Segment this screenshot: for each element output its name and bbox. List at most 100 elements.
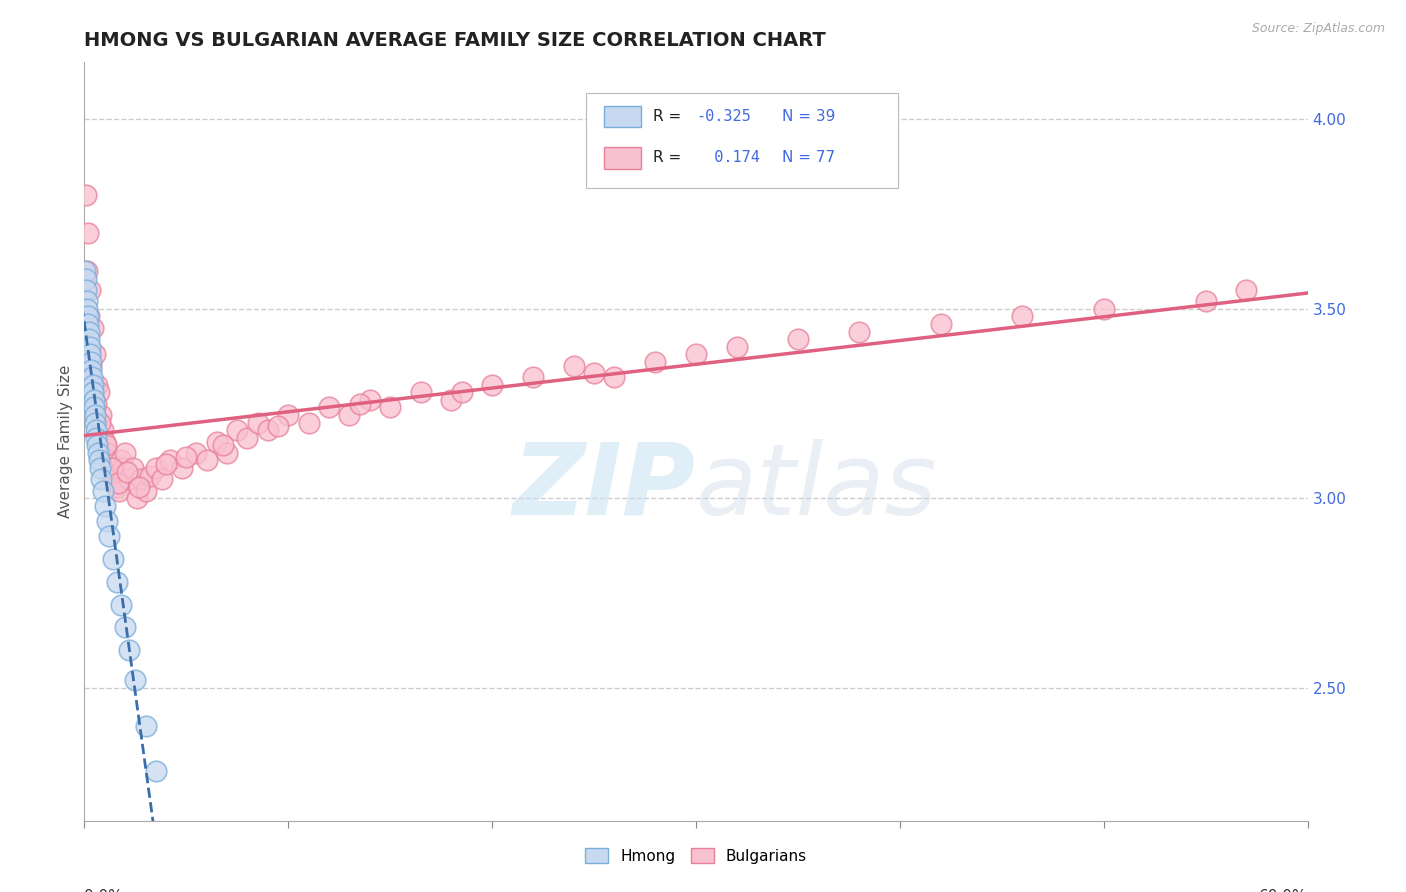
Point bbox=[96, 446, 118, 460]
Point bbox=[205, 434, 228, 449]
Point bbox=[93, 499, 115, 513]
Text: ZIP: ZIP bbox=[513, 439, 696, 535]
Point bbox=[101, 468, 124, 483]
Point bbox=[77, 317, 100, 331]
Point bbox=[86, 438, 108, 452]
Point bbox=[76, 294, 98, 309]
FancyBboxPatch shape bbox=[586, 93, 898, 187]
Point bbox=[138, 468, 160, 483]
Point bbox=[257, 423, 280, 437]
Point bbox=[155, 457, 177, 471]
Point bbox=[89, 461, 111, 475]
Point bbox=[77, 325, 100, 339]
Point bbox=[212, 438, 235, 452]
Point bbox=[79, 283, 101, 297]
Point bbox=[450, 385, 472, 400]
Point bbox=[128, 480, 150, 494]
Point bbox=[145, 461, 167, 475]
Point bbox=[685, 347, 707, 361]
Point bbox=[93, 434, 115, 449]
Point bbox=[79, 340, 101, 354]
Point bbox=[195, 453, 218, 467]
Point bbox=[267, 419, 290, 434]
Point bbox=[135, 719, 157, 733]
Point bbox=[118, 643, 141, 657]
Point bbox=[90, 472, 112, 486]
Text: N = 77: N = 77 bbox=[782, 151, 835, 166]
Point bbox=[84, 431, 107, 445]
Point bbox=[83, 347, 105, 361]
Point bbox=[105, 574, 128, 589]
Point bbox=[277, 408, 299, 422]
Point bbox=[124, 673, 146, 688]
Point bbox=[75, 271, 97, 285]
Point bbox=[409, 385, 432, 400]
Point bbox=[82, 320, 104, 334]
Point bbox=[101, 552, 124, 566]
Point bbox=[79, 332, 101, 346]
Point bbox=[644, 355, 666, 369]
Point bbox=[84, 416, 107, 430]
Point bbox=[89, 416, 111, 430]
Point bbox=[75, 283, 97, 297]
Point bbox=[135, 483, 157, 498]
Point bbox=[114, 446, 136, 460]
Point bbox=[83, 392, 105, 407]
Point bbox=[86, 377, 108, 392]
Text: Source: ZipAtlas.com: Source: ZipAtlas.com bbox=[1251, 22, 1385, 36]
Point bbox=[725, 340, 748, 354]
Point bbox=[298, 416, 321, 430]
Point bbox=[145, 764, 167, 779]
Point bbox=[104, 472, 127, 486]
Point bbox=[77, 310, 100, 324]
Point bbox=[440, 392, 463, 407]
Point bbox=[1092, 301, 1115, 316]
Point bbox=[84, 396, 107, 410]
Point bbox=[97, 453, 120, 467]
Text: R =: R = bbox=[654, 109, 682, 124]
Point bbox=[110, 453, 132, 467]
Point bbox=[318, 401, 340, 415]
Text: HMONG VS BULGARIAN AVERAGE FAMILY SIZE CORRELATION CHART: HMONG VS BULGARIAN AVERAGE FAMILY SIZE C… bbox=[84, 30, 827, 50]
Point bbox=[94, 438, 117, 452]
Point bbox=[107, 476, 129, 491]
Text: N = 39: N = 39 bbox=[782, 109, 835, 124]
Point bbox=[562, 359, 585, 373]
Point bbox=[76, 301, 98, 316]
Point bbox=[91, 483, 114, 498]
Point bbox=[108, 483, 131, 498]
Text: 0.174: 0.174 bbox=[696, 151, 759, 166]
Point bbox=[848, 325, 870, 339]
Point bbox=[83, 401, 105, 415]
Text: atlas: atlas bbox=[696, 439, 938, 535]
Point bbox=[87, 453, 110, 467]
Text: R =: R = bbox=[654, 151, 682, 166]
Point bbox=[86, 446, 108, 460]
Point bbox=[150, 472, 173, 486]
Point bbox=[80, 355, 103, 369]
Point bbox=[583, 366, 606, 380]
Point bbox=[80, 362, 103, 376]
Point bbox=[127, 491, 149, 506]
Point bbox=[83, 408, 105, 422]
Text: -0.325: -0.325 bbox=[696, 109, 751, 124]
Point bbox=[79, 347, 101, 361]
Point bbox=[77, 226, 100, 240]
Legend: Hmong, Bulgarians: Hmong, Bulgarians bbox=[579, 842, 813, 870]
Point bbox=[105, 480, 128, 494]
Point bbox=[159, 453, 181, 467]
Point bbox=[80, 359, 103, 373]
Point bbox=[131, 472, 153, 486]
Point bbox=[82, 385, 104, 400]
Point bbox=[82, 370, 104, 384]
Point bbox=[96, 514, 118, 528]
Text: 60.0%: 60.0% bbox=[1260, 888, 1308, 892]
Y-axis label: Average Family Size: Average Family Size bbox=[58, 365, 73, 518]
Point bbox=[174, 450, 197, 464]
Point bbox=[110, 598, 132, 612]
Point bbox=[359, 392, 381, 407]
Point bbox=[90, 408, 112, 422]
Point bbox=[522, 370, 544, 384]
Point bbox=[84, 423, 107, 437]
Point bbox=[91, 423, 114, 437]
